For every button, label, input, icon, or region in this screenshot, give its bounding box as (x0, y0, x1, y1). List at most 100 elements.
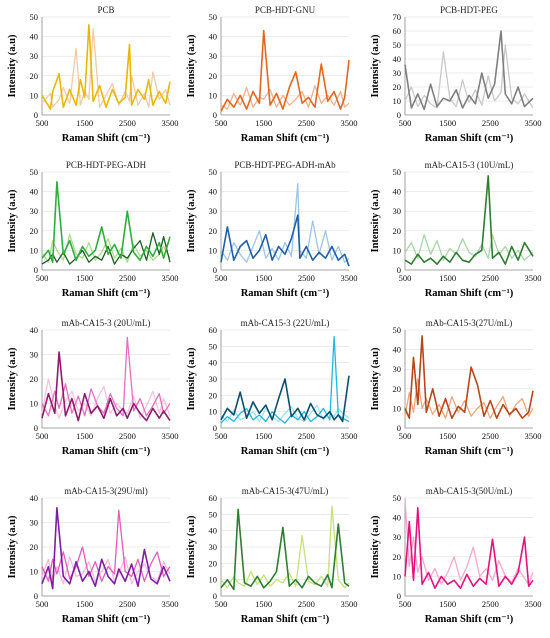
chart-title: PCB-HDT-PEG-ADH (66, 160, 147, 170)
series-line (41, 181, 171, 264)
y-tick-label: 20 (30, 71, 39, 81)
y-axis-title: Intensity (a.u) (186, 347, 197, 411)
x-axis-title: Raman Shift (cm⁻¹) (425, 133, 514, 144)
x-axis-title: Raman Shift (cm⁻¹) (425, 614, 514, 625)
y-tick-label: 0 (397, 423, 401, 433)
y-axis-title: Intensity (a.u) (186, 189, 197, 253)
series-line (220, 29, 350, 112)
y-tick-label: 10 (209, 407, 218, 417)
x-tick-label: 500 (399, 431, 412, 441)
y-tick-label: 40 (393, 187, 402, 197)
chart-title: mAb-CA15-3(47U/mL) (242, 486, 329, 496)
series-line (220, 508, 350, 591)
x-tick-label: 3500 (341, 273, 358, 283)
y-tick-label: 60 (209, 325, 218, 335)
y-tick-label: 30 (30, 206, 39, 216)
y-tick-label: 40 (30, 32, 39, 42)
chart-title: PCB-HDT-GNU (255, 5, 316, 15)
chart-panel-1: PCB 0 10 20 30 40 50 500 1500 2500 3500 Raman Shift… (7, 5, 179, 144)
series-line (404, 175, 534, 265)
x-tick-label: 2500 (119, 431, 136, 441)
y-tick-label: 40 (209, 32, 218, 42)
chart-panel-10: mAb-CA15-3(29U/ml) 0 10 20 30 40 500 1500 2500 35… (7, 486, 179, 625)
y-tick-label: 30 (209, 542, 218, 552)
series-line (220, 335, 350, 424)
x-tick-label: 2500 (482, 118, 499, 128)
x-tick-label: 2500 (482, 599, 499, 609)
x-axis-title: Raman Shift (cm⁻¹) (241, 446, 330, 457)
x-axis-title: Raman Shift (cm⁻¹) (62, 446, 151, 457)
chart-panel-2: PCB-HDT-GNU 0 10 20 30 40 50 500 1500 2500 3500 Ram… (186, 5, 358, 144)
y-tick-label: 40 (30, 325, 39, 335)
series-line (220, 214, 350, 267)
series-line (41, 232, 171, 265)
chart-title: mAb-CA15-3(50U/mL) (426, 486, 513, 496)
x-tick-label: 3500 (162, 273, 179, 283)
y-tick-label: 0 (34, 110, 38, 120)
x-tick-label: 2500 (482, 273, 499, 283)
y-tick-label: 0 (397, 265, 401, 275)
y-tick-label: 50 (393, 325, 402, 335)
y-tick-label: 50 (393, 167, 402, 177)
x-axis-title: Raman Shift (cm⁻¹) (62, 614, 151, 625)
x-tick-label: 1500 (76, 273, 93, 283)
chart-panel-9: mAb-CA15-3(27U/mL) 0 10 20 30 40 50 500 1500 2500… (370, 318, 542, 457)
y-tick-label: 20 (30, 374, 39, 384)
chart-title: PCB (97, 5, 114, 15)
y-axis-title: Intensity (a.u) (186, 515, 197, 579)
y-tick-label: 20 (393, 552, 402, 562)
chart-panel-8: mAb-CA15-3 (22U/mL) 0 10 20 30 40 50 60 500 1500 2… (186, 318, 358, 457)
x-tick-label: 1500 (255, 431, 272, 441)
chart-panel-4: PCB-HDT-PEG-ADH 0 10 20 30 40 50 500 1500 2500 350… (7, 160, 179, 299)
chart-title: mAb-CA15-3 (22U/mL) (241, 318, 330, 328)
x-tick-label: 3500 (341, 431, 358, 441)
y-tick-label: 50 (209, 167, 218, 177)
y-tick-label: 30 (393, 68, 402, 78)
y-tick-label: 60 (393, 26, 402, 36)
y-tick-label: 40 (393, 345, 402, 355)
y-tick-label: 40 (30, 493, 39, 503)
y-tick-label: 10 (209, 575, 218, 585)
y-tick-label: 0 (213, 591, 217, 601)
chart-panel-5: PCB-HDT-PEG-ADH-mAb 0 10 20 30 40 50 500 1500 250… (186, 160, 358, 299)
x-tick-label: 2500 (119, 273, 136, 283)
y-tick-label: 10 (393, 96, 402, 106)
y-tick-label: 10 (393, 245, 402, 255)
chart-title: PCB-HDT-PEG-ADH-mAb (234, 160, 336, 170)
y-tick-label: 30 (209, 51, 218, 61)
series-line (41, 336, 171, 417)
x-tick-label: 500 (36, 431, 49, 441)
y-axis-title: Intensity (a.u) (7, 347, 18, 411)
x-tick-label: 500 (399, 118, 412, 128)
x-tick-label: 3500 (341, 118, 358, 128)
y-tick-label: 40 (393, 54, 402, 64)
y-tick-label: 20 (209, 390, 218, 400)
chart-title: mAb-CA15-3(27U/mL) (426, 318, 513, 328)
x-tick-label: 1500 (439, 273, 456, 283)
y-tick-label: 40 (209, 526, 218, 536)
chart-panel-11: mAb-CA15-3(47U/mL) 0 10 20 30 40 50 60 500 1500 25… (186, 486, 358, 625)
y-tick-label: 50 (209, 509, 218, 519)
y-tick-label: 40 (393, 513, 402, 523)
y-tick-label: 30 (393, 364, 402, 374)
chart-title: mAb-CA15-3 (20U/mL) (62, 318, 151, 328)
y-tick-label: 50 (393, 40, 402, 50)
x-tick-label: 2500 (298, 118, 315, 128)
x-tick-label: 500 (36, 118, 49, 128)
series-line (404, 506, 534, 590)
y-tick-label: 0 (34, 265, 38, 275)
y-tick-label: 10 (30, 567, 39, 577)
x-tick-label: 3500 (525, 273, 542, 283)
y-tick-label: 10 (30, 90, 39, 100)
x-tick-label: 1500 (439, 431, 456, 441)
chart-title: PCB-HDT-PEG (440, 5, 498, 15)
series-line (404, 497, 534, 585)
y-tick-label: 30 (30, 518, 39, 528)
series-line (41, 378, 171, 419)
y-tick-label: 0 (213, 110, 217, 120)
x-tick-label: 500 (215, 599, 228, 609)
x-tick-label: 500 (399, 599, 412, 609)
y-axis-title: Intensity (a.u) (370, 515, 381, 579)
y-tick-label: 40 (209, 358, 218, 368)
y-axis-title: Intensity (a.u) (7, 34, 18, 98)
